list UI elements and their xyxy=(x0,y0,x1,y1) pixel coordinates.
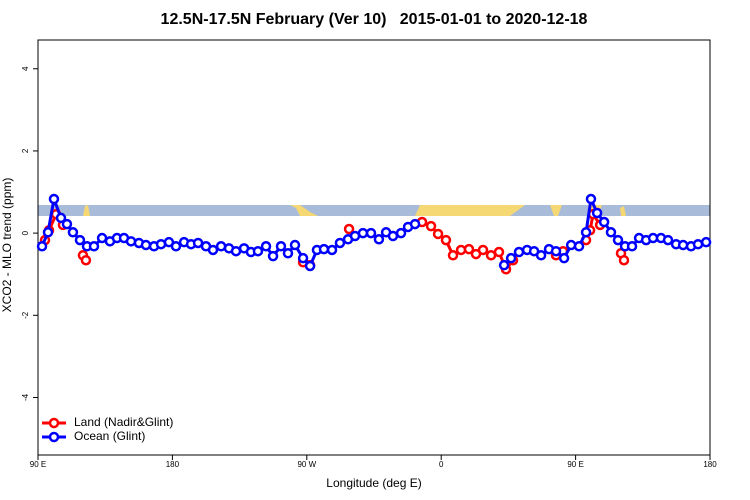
x-tick-label: 90 E xyxy=(567,460,583,469)
data-point xyxy=(692,238,704,250)
data-point xyxy=(447,250,459,261)
data-point xyxy=(252,245,264,257)
data-point xyxy=(207,244,219,256)
data-point xyxy=(387,230,399,242)
data-point xyxy=(580,227,592,238)
data-point xyxy=(304,260,316,272)
data-point xyxy=(334,237,346,249)
data-point xyxy=(67,227,79,238)
y-tick-label: 4 xyxy=(21,66,30,71)
legend-label: Land (Nadir&Glint) xyxy=(74,415,173,429)
data-point xyxy=(591,207,603,219)
data-point xyxy=(618,254,630,266)
data-point xyxy=(326,244,338,256)
data-point xyxy=(170,241,182,252)
data-point xyxy=(282,248,294,259)
data-point xyxy=(626,241,638,252)
data-point xyxy=(48,193,60,205)
chart-title: 12.5N-17.5N February (Ver 10) 2015-01-01… xyxy=(161,11,588,28)
data-point xyxy=(477,244,489,256)
data-point xyxy=(260,241,272,252)
data-point xyxy=(598,216,610,228)
x-tick-label: 0 xyxy=(439,460,444,469)
y-tick-label: -2 xyxy=(21,311,30,319)
x-tick-label: 180 xyxy=(703,460,717,469)
y-tick-label: -4 xyxy=(21,393,30,401)
data-point xyxy=(409,218,421,230)
data-point xyxy=(677,239,689,251)
data-point xyxy=(463,243,475,255)
y-axis-label: XCO2 - MLO trend (ppm) xyxy=(0,178,14,313)
series xyxy=(36,193,712,272)
x-tick-label: 90 E xyxy=(30,460,46,469)
data-point xyxy=(61,218,73,230)
data-point xyxy=(395,227,407,239)
data-point xyxy=(550,245,562,257)
legend-label: Ocean (Glint) xyxy=(74,429,145,443)
data-point xyxy=(267,250,279,262)
data-point xyxy=(318,243,330,255)
data-point xyxy=(275,241,287,252)
data-point xyxy=(36,241,48,252)
x-tick-label: 90 W xyxy=(297,460,316,469)
data-point xyxy=(74,234,86,246)
data-point xyxy=(230,245,242,257)
data-point xyxy=(605,227,617,238)
x-axis-label: Longitude (deg E) xyxy=(326,476,421,490)
legend-marker xyxy=(48,431,60,443)
data-point xyxy=(498,259,510,271)
data-point xyxy=(289,239,301,251)
data-point xyxy=(88,241,100,252)
y-tick-label: 2 xyxy=(21,148,30,153)
y-tick-label: 0 xyxy=(21,230,30,235)
data-point xyxy=(565,239,577,251)
data-point xyxy=(612,234,624,246)
data-point xyxy=(425,220,437,232)
data-point xyxy=(80,254,92,266)
data-point xyxy=(505,252,517,264)
data-point xyxy=(558,252,570,264)
data-point xyxy=(140,239,152,251)
data-point xyxy=(440,234,452,246)
data-point xyxy=(700,236,712,248)
data-point xyxy=(493,246,505,258)
data-point xyxy=(432,228,444,240)
data-point xyxy=(513,246,525,258)
data-point xyxy=(42,227,54,238)
data-point xyxy=(365,227,377,239)
surface-strip xyxy=(38,205,710,216)
data-point xyxy=(585,193,597,205)
data-point xyxy=(343,223,355,235)
data-point xyxy=(662,234,674,246)
legend-marker xyxy=(48,417,60,429)
data-point xyxy=(297,252,309,264)
x-tick-label: 180 xyxy=(166,460,180,469)
data-point xyxy=(357,227,369,239)
data-point xyxy=(373,234,385,245)
data-point xyxy=(55,212,67,224)
data-point xyxy=(573,241,585,252)
data-point xyxy=(535,250,547,261)
